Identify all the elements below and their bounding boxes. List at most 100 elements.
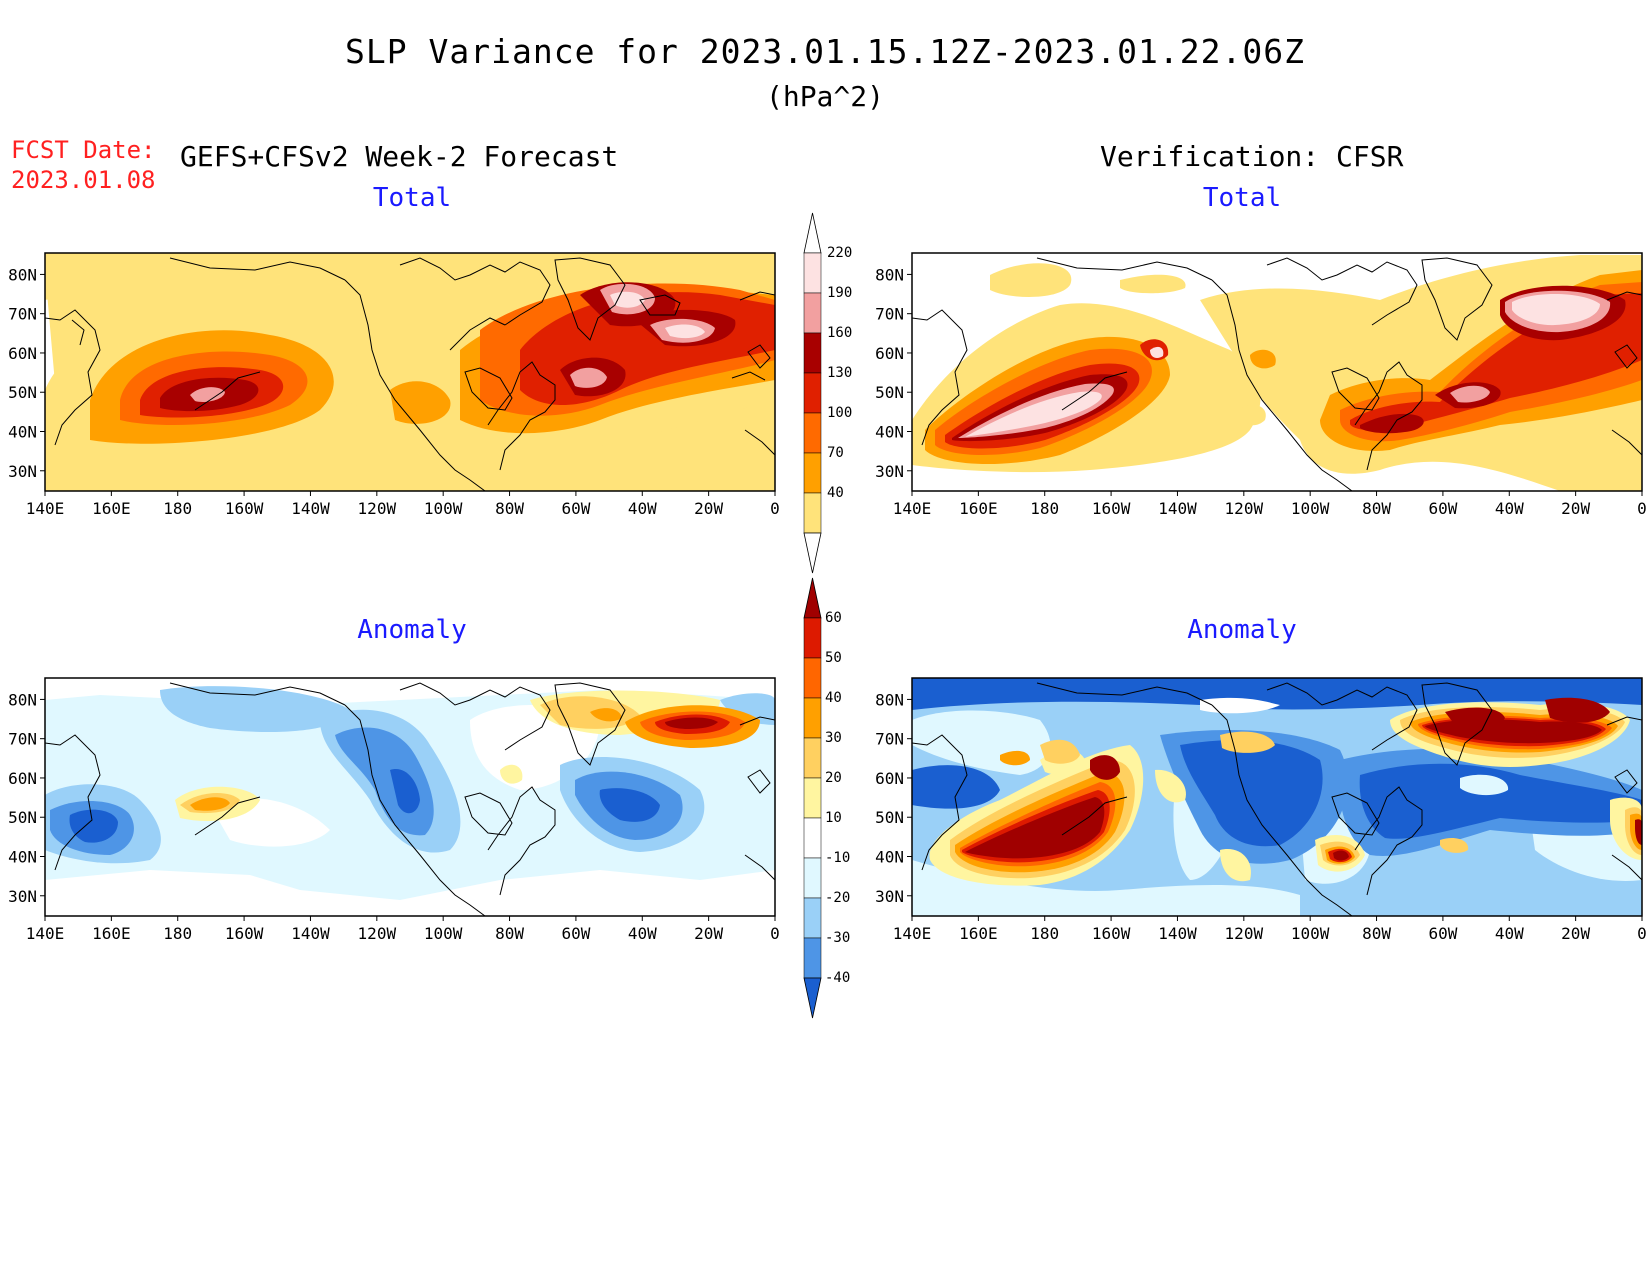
lat-tick-label: 50N: [875, 383, 904, 402]
colorbar-level-label: -20: [825, 890, 850, 906]
colorbar-level-label: 10: [825, 810, 842, 826]
colorbar-level-label: 20: [825, 770, 842, 786]
colorbar-swatch: [803, 897, 822, 939]
lon-tick-label: 160E: [959, 924, 998, 943]
colorbar-swatch: [803, 777, 822, 819]
lon-tick-label: 60W: [561, 924, 590, 943]
lon-tick-label: 60W: [561, 499, 590, 518]
colorbar-swatch: [803, 697, 822, 739]
lat-tick-label: 50N: [8, 808, 37, 827]
lat-tick-label: 60N: [8, 769, 37, 788]
lat-tick-label: 80N: [875, 265, 904, 284]
colorbar-level-label: 220: [827, 245, 852, 261]
anomaly-colorbar: 60 50 40 30 20 10 -10 -20 -30 -40: [803, 577, 850, 1019]
verification-total-map: [911, 252, 1643, 492]
colorbar-level-label: 40: [825, 690, 842, 706]
lon-tick-label: 20W: [1561, 924, 1590, 943]
colorbar-level-label: 190: [827, 285, 852, 301]
lon-tick-label: 160W: [225, 499, 264, 518]
lon-tick-label: 40W: [1495, 924, 1524, 943]
lon-tick-label: 160W: [1092, 924, 1131, 943]
lat-tick-label: 60N: [8, 344, 37, 363]
lat-tick-label: 40N: [875, 848, 904, 867]
lon-tick-label: 160W: [1092, 499, 1131, 518]
lon-tick-label: 180: [163, 499, 192, 518]
lon-tick-label: 100W: [424, 924, 463, 943]
lon-tick-label: 180: [1030, 499, 1059, 518]
lat-tick-label: 70N: [875, 730, 904, 749]
panel-title-verification-total: Total: [1202, 183, 1282, 213]
lat-tick-label: 40N: [875, 423, 904, 442]
verification-anomaly-map: [911, 677, 1643, 917]
colorbar-swatch: [803, 857, 822, 899]
coastlines-br: [912, 682, 1642, 916]
lon-tick-label: 160E: [959, 499, 998, 518]
colorbar-bottom-arrow: [803, 532, 822, 574]
colorbar-swatch: [803, 737, 822, 779]
lon-tick-label: 180: [1030, 924, 1059, 943]
lat-tick-label: 70N: [8, 305, 37, 324]
lon-tick-label: 180: [163, 924, 192, 943]
lon-tick-label: 80W: [1362, 499, 1391, 518]
lon-tick-label: 20W: [1561, 499, 1590, 518]
lon-tick-label: 140E: [893, 499, 932, 518]
lon-tick-label: 40W: [628, 499, 657, 518]
forecast-date-label: FCST Date:: [11, 136, 156, 164]
colorbar-level-label: -10: [825, 850, 850, 866]
lon-tick-label: 140W: [1158, 499, 1197, 518]
forecast-heading: GEFS+CFSv2 Week-2 Forecast: [180, 140, 619, 173]
lat-tick-label: 60N: [875, 344, 904, 363]
lat-tick-label: 80N: [875, 690, 904, 709]
colorbar-swatch: [803, 412, 822, 454]
panel-title-verification-anomaly: Anomaly: [1187, 615, 1297, 645]
main-title: SLP Variance for 2023.01.15.12Z-2023.01.…: [345, 32, 1305, 71]
colorbar-swatch: [803, 452, 822, 494]
lat-tick-label: 50N: [875, 808, 904, 827]
colorbar-level-label: 160: [827, 325, 852, 341]
lat-tick-label: 40N: [8, 423, 37, 442]
colorbar-swatch: [803, 492, 822, 534]
colorbar-swatch: [803, 657, 822, 699]
colorbar-level-label: 40: [827, 485, 844, 501]
total-colorbar: 220 190 160 130 100 70 40: [803, 212, 852, 574]
lon-tick-label: 0: [1637, 499, 1647, 518]
lon-tick-label: 20W: [694, 924, 723, 943]
lon-tick-label: 120W: [358, 924, 397, 943]
colorbar-level-label: 60: [825, 610, 842, 626]
lon-tick-label: 120W: [358, 499, 397, 518]
forecast-anomaly-field: [45, 678, 775, 916]
colorbar-swatch: [803, 252, 822, 294]
lon-tick-label: 140W: [291, 924, 330, 943]
colorbar-bottom-arrow: [803, 977, 822, 1019]
colorbar-level-label: -40: [825, 970, 850, 986]
lon-tick-label: 0: [770, 924, 780, 943]
panel-title-forecast-total: Total: [372, 183, 452, 213]
forecast-total-map: [44, 252, 776, 492]
colorbar-swatch: [803, 617, 822, 659]
coastlines-tl: [45, 257, 775, 491]
colorbar-level-label: 100: [827, 405, 852, 421]
colorbar-level-label: 50: [825, 650, 842, 666]
lon-tick-label: 100W: [1291, 499, 1330, 518]
coastlines-bl: [45, 682, 775, 916]
lat-tick-label: 30N: [8, 462, 37, 481]
lon-tick-label: 140W: [1158, 924, 1197, 943]
lon-tick-label: 140E: [26, 499, 65, 518]
lon-tick-label: 160W: [225, 924, 264, 943]
verification-anomaly-field: [912, 678, 1642, 916]
lat-tick-label: 50N: [8, 383, 37, 402]
lon-tick-label: 40W: [628, 924, 657, 943]
lat-tick-label: 60N: [875, 769, 904, 788]
verification-heading: Verification: CFSR: [1100, 140, 1404, 173]
forecast-date-value: 2023.01.08: [11, 166, 156, 194]
lon-tick-label: 20W: [694, 499, 723, 518]
lat-tick-label: 40N: [8, 848, 37, 867]
forecast-total-field: [45, 253, 775, 491]
panel-title-forecast-anomaly: Anomaly: [357, 615, 467, 645]
lat-tick-label: 70N: [8, 730, 37, 749]
lat-tick-label: 80N: [8, 690, 37, 709]
lat-tick-label: 80N: [8, 265, 37, 284]
lat-tick-label: 70N: [875, 305, 904, 324]
lon-tick-label: 160E: [92, 499, 131, 518]
